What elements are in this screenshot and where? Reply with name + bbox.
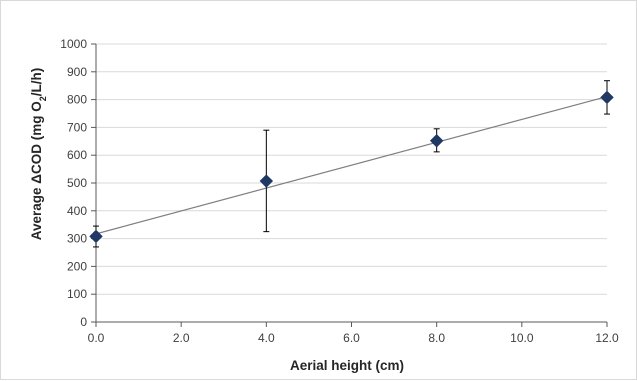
y-tick-label: 800 [67, 93, 87, 107]
data-point-diamond [259, 174, 274, 188]
x-tick-label: 4.0 [258, 331, 275, 345]
y-tick-label: 700 [67, 120, 87, 134]
x-tick-label: 0.0 [88, 331, 105, 345]
data-points [89, 90, 614, 244]
y-tick-label: 200 [67, 259, 87, 273]
x-tick-label: 12.0 [595, 331, 619, 345]
y-tick-label: 100 [67, 287, 87, 301]
data-point-diamond [89, 229, 103, 244]
trendline [95, 95, 608, 235]
data-point-diamond [600, 90, 614, 105]
y-axis-title: Average ΔCOD (mg O2/L/h) [29, 68, 48, 241]
x-axis-title: Aerial height (cm) [290, 358, 404, 373]
data-point-diamond [429, 134, 444, 148]
error-bars [93, 80, 610, 248]
x-tick-label: 6.0 [343, 331, 360, 345]
y-tick-label: 500 [67, 176, 87, 190]
y-axis-title-main: Average ΔCOD (mg O [29, 101, 44, 240]
y-tick-label: 0 [80, 315, 87, 329]
y-tick-label: 400 [67, 204, 87, 218]
y-tick-label: 900 [67, 65, 87, 79]
y-tick-label: 600 [67, 148, 87, 162]
y-tick-label: 1000 [60, 37, 87, 51]
x-tick-label: 10.0 [510, 331, 534, 345]
y-axis-title-subscript: 2 [38, 96, 48, 101]
x-tick-label: 2.0 [173, 331, 190, 345]
axes [91, 43, 608, 327]
x-tick-label: 8.0 [428, 331, 445, 345]
gridlines [96, 43, 607, 295]
y-tick-label: 300 [67, 232, 87, 246]
y-axis-title-tail: /L/h) [29, 68, 44, 97]
tick-labels: 0 100 200 300 400 500 600 700 800 900 1000 0.0 2.0 4.… [60, 37, 619, 345]
trendline-layer [95, 95, 608, 235]
